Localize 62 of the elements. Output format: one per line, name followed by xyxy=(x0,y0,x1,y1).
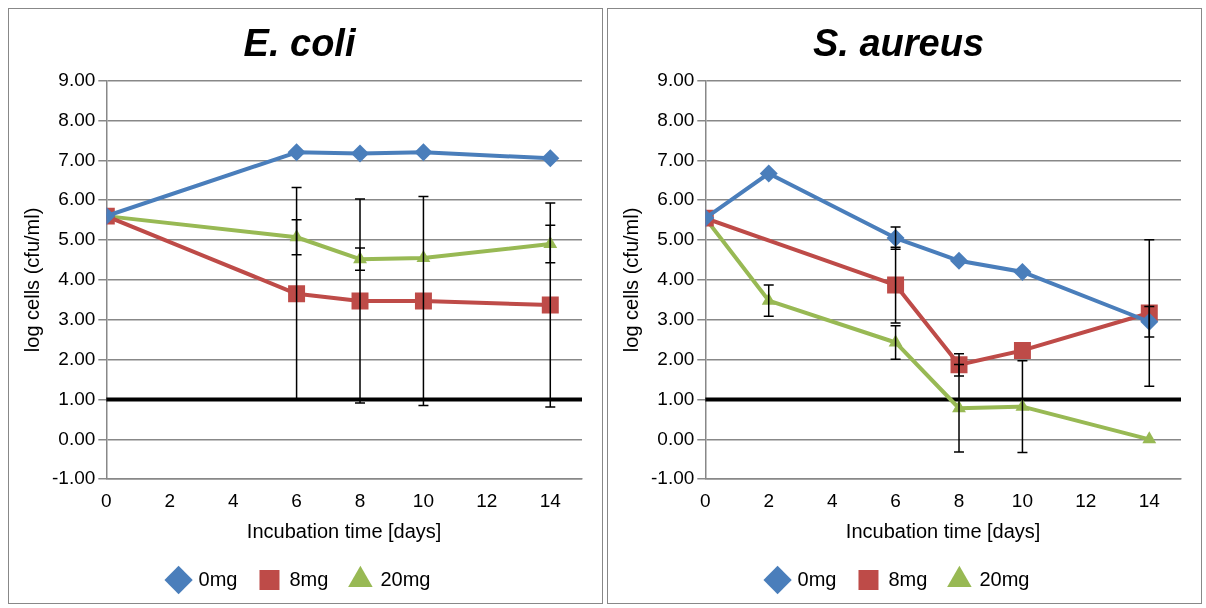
point xyxy=(288,285,306,303)
legend-label: 0mg xyxy=(198,567,238,590)
x-tick-label: 10 xyxy=(1011,489,1034,511)
chart-title: S. aureus xyxy=(812,22,985,65)
point xyxy=(887,276,905,294)
x-axis-title: Incubation time [days] xyxy=(845,519,1041,542)
y-tick-label: 0.00 xyxy=(58,427,96,449)
legend-label: 20mg xyxy=(979,567,1030,590)
point xyxy=(287,143,306,162)
x-tick-label: 12 xyxy=(476,489,498,511)
y-tick-label: 1.00 xyxy=(657,387,695,409)
point xyxy=(351,144,370,163)
point xyxy=(950,251,969,270)
y-tick-label: 4.00 xyxy=(58,268,96,290)
y-axis-title: log cells (cfu/ml) xyxy=(20,207,43,353)
point xyxy=(541,149,560,168)
point xyxy=(1013,341,1031,359)
point xyxy=(759,164,778,183)
legend-label: 0mg xyxy=(797,567,837,590)
y-tick-label: 6.00 xyxy=(58,188,96,210)
y-tick-label: -1.00 xyxy=(650,467,695,489)
legend-label: 8mg xyxy=(289,567,329,590)
point xyxy=(1013,262,1032,281)
point xyxy=(414,143,433,162)
legend-label: 20mg xyxy=(380,567,431,590)
y-tick-label: 5.00 xyxy=(657,228,695,250)
y-tick-label: 9.00 xyxy=(58,68,96,90)
x-tick-label: 12 xyxy=(1075,489,1097,511)
y-tick-label: 2.00 xyxy=(657,347,695,369)
x-tick-label: 6 xyxy=(890,489,901,511)
x-tick-label: 2 xyxy=(164,489,176,511)
y-tick-label: 1.00 xyxy=(58,387,96,409)
x-tick-label: 0 xyxy=(700,489,711,511)
x-tick-label: 4 xyxy=(227,489,239,511)
y-tick-label: 5.00 xyxy=(58,228,96,250)
x-tick-label: 8 xyxy=(354,489,366,511)
y-tick-label: 9.00 xyxy=(657,68,695,90)
chart-title: E. coli xyxy=(243,22,357,65)
y-tick-label: 7.00 xyxy=(58,148,96,170)
x-tick-label: 0 xyxy=(101,489,112,511)
x-axis-title: Incubation time [days] xyxy=(246,519,442,542)
point xyxy=(414,292,432,310)
x-tick-label: 8 xyxy=(953,489,965,511)
y-tick-label: 3.00 xyxy=(58,307,96,329)
point xyxy=(1142,431,1157,444)
x-tick-label: 4 xyxy=(826,489,838,511)
x-tick-label: 6 xyxy=(291,489,302,511)
y-tick-label: 8.00 xyxy=(58,108,96,130)
y-tick-label: 3.00 xyxy=(657,307,695,329)
y-tick-label: 0.00 xyxy=(657,427,695,449)
y-tick-label: 6.00 xyxy=(657,188,695,210)
y-axis-title: log cells (cfu/ml) xyxy=(619,207,642,353)
x-tick-label: 10 xyxy=(412,489,435,511)
y-tick-label: 4.00 xyxy=(657,268,695,290)
x-tick-label: 14 xyxy=(1138,489,1161,511)
y-tick-label: 7.00 xyxy=(657,148,695,170)
x-tick-label: 14 xyxy=(539,489,562,511)
y-tick-label: -1.00 xyxy=(51,467,96,489)
y-tick-label: 2.00 xyxy=(58,347,96,369)
y-tick-label: 8.00 xyxy=(657,108,695,130)
legend-label: 8mg xyxy=(888,567,928,590)
x-tick-label: 2 xyxy=(763,489,775,511)
